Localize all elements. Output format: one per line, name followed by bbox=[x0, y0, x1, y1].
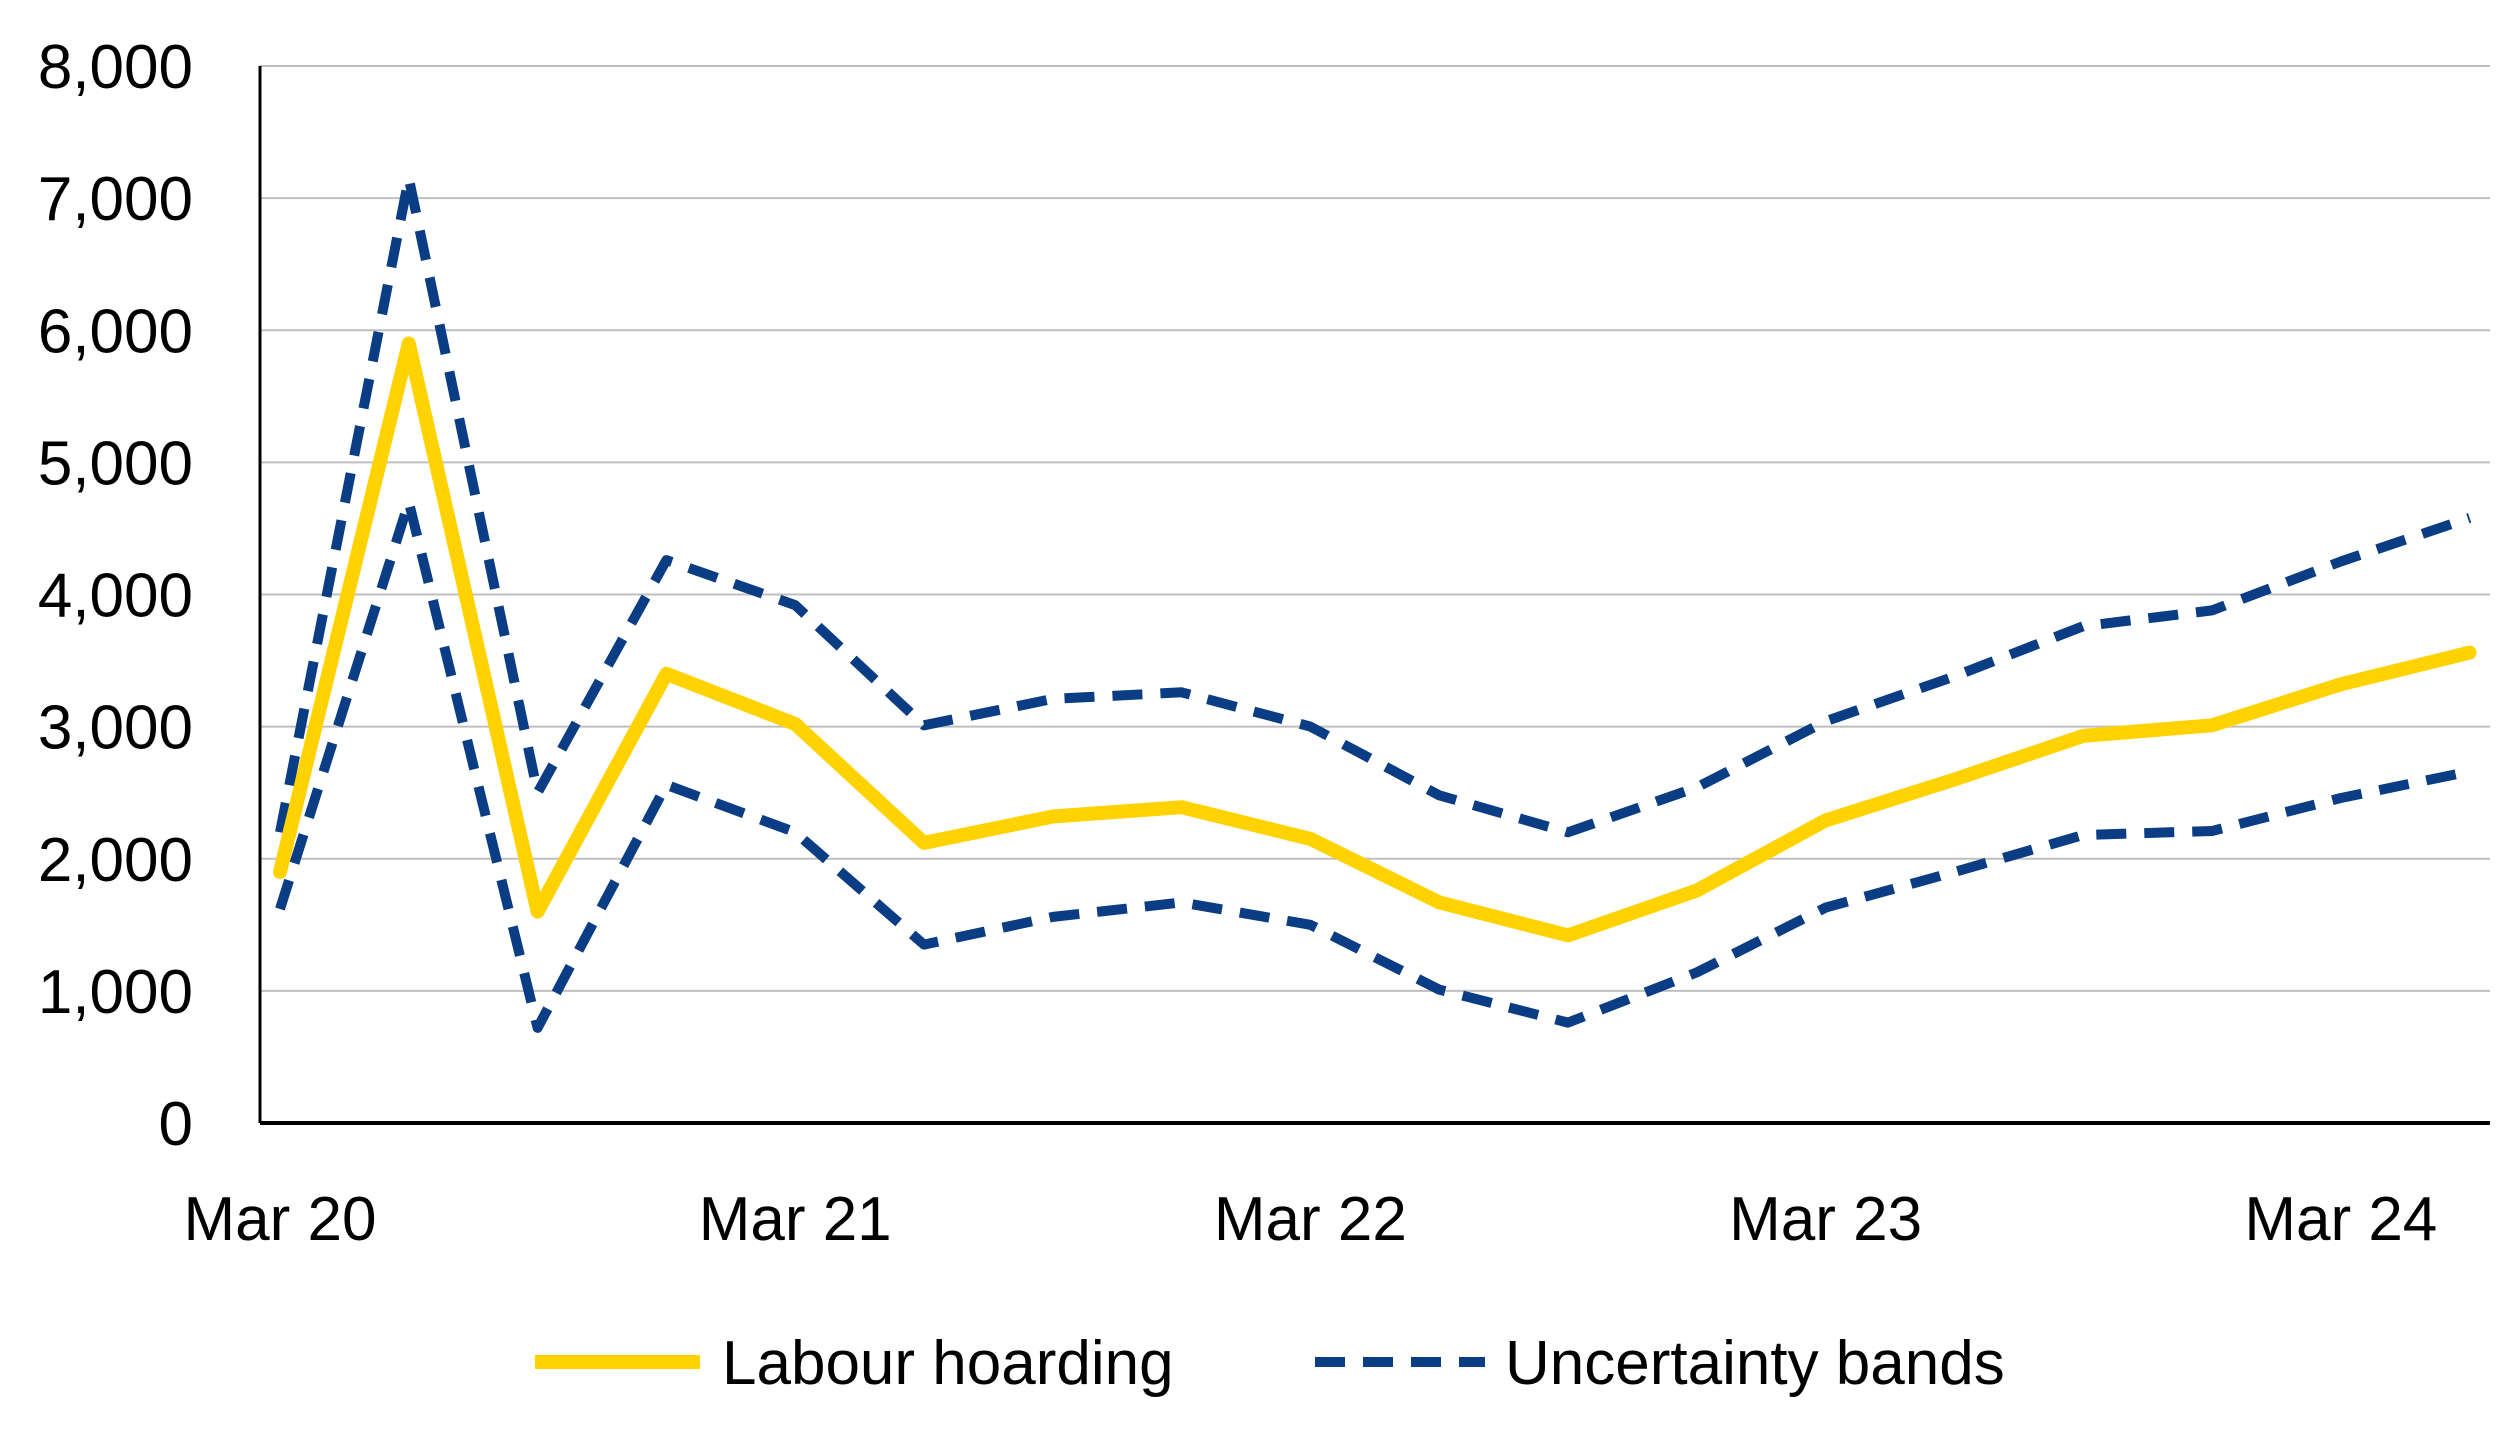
legend-label-labour-hoarding: Labour hoarding bbox=[722, 1329, 1174, 1398]
series-line-upper-uncertainty-band bbox=[275, 173, 2472, 838]
y-tick-label: 5,000 bbox=[38, 429, 193, 498]
x-tick-label: Mar 24 bbox=[2244, 1185, 2437, 1254]
series-line-lower-uncertainty-band bbox=[275, 497, 2471, 1033]
series-lines bbox=[273, 173, 2477, 1033]
x-tick-label: Mar 23 bbox=[1729, 1185, 1922, 1254]
y-tick-label: 4,000 bbox=[38, 562, 193, 631]
axes bbox=[258, 66, 2490, 1125]
y-tick-label: 1,000 bbox=[38, 958, 193, 1027]
y-tick-label: 6,000 bbox=[38, 297, 193, 366]
gridlines bbox=[260, 65, 2490, 992]
y-tick-label: 2,000 bbox=[38, 826, 193, 895]
y-tick-label: 7,000 bbox=[38, 165, 193, 234]
x-tick-label: Mar 20 bbox=[184, 1185, 377, 1254]
y-tick-label: 3,000 bbox=[38, 694, 193, 763]
legend: Labour hoarding Uncertainty bands bbox=[535, 1329, 2005, 1398]
x-tick-label: Mar 22 bbox=[1214, 1185, 1407, 1254]
y-tick-label: 8,000 bbox=[38, 33, 193, 102]
series-line-labour-hoarding bbox=[273, 336, 2477, 943]
x-axis-tick-labels: Mar 20 Mar 21 Mar 22 Mar 23 Mar 24 bbox=[184, 1185, 2438, 1254]
y-axis-tick-labels: 0 1,000 2,000 3,000 4,000 5,000 6,000 7,000 8,00… bbox=[38, 33, 193, 1159]
x-tick-label: Mar 21 bbox=[699, 1185, 892, 1254]
y-tick-label: 0 bbox=[159, 1090, 193, 1159]
legend-label-uncertainty-bands: Uncertainty bands bbox=[1505, 1329, 2005, 1398]
